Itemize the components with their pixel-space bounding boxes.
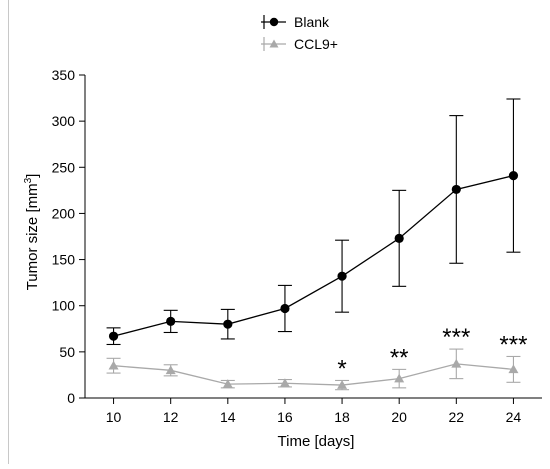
x-ticks: 10 12 14 16 18 20 22 24: [106, 398, 522, 425]
legend-ccl9-label: CCL9+: [294, 36, 338, 52]
x-axis-label: Time [days]: [278, 433, 355, 450]
x-tick-label: 24: [506, 409, 522, 425]
data-point: [337, 380, 348, 389]
data-point: [108, 331, 119, 341]
data-point: [279, 378, 290, 387]
significance-marker: **: [390, 344, 409, 371]
significance-marker: ***: [499, 331, 527, 358]
y-tick-label: 250: [52, 159, 76, 175]
y-ticks: 0 50 100 150 200 250 300 350: [52, 67, 85, 406]
y-tick-label: 350: [52, 67, 76, 83]
legend-item-blank: Blank: [261, 14, 330, 30]
series-ccl9: [106, 348, 521, 391]
data-point: [508, 170, 519, 181]
x-tick-label: 14: [220, 409, 236, 425]
y-tick-label: 200: [52, 205, 76, 221]
x-tick-label: 10: [106, 409, 122, 425]
legend-item-ccl9: CCL9+: [261, 36, 338, 52]
significance-marker: *: [337, 355, 346, 382]
legend-blank-label: Blank: [294, 14, 330, 30]
data-point: [508, 364, 519, 374]
series-line-blank: [113, 174, 514, 337]
y-tick-label: 300: [52, 113, 76, 129]
y-tick-label: 100: [52, 298, 76, 314]
series-blank: [106, 98, 521, 346]
significance-marker: ***: [442, 324, 470, 351]
data-point: [223, 319, 233, 329]
data-point: [394, 233, 404, 243]
data-point: [394, 373, 405, 383]
axes: 0 50 100 150 200 250 300 350 10 12 14 16 18 20 22 24: [52, 67, 542, 425]
x-tick-label: 18: [334, 409, 350, 425]
x-tick-label: 20: [391, 409, 407, 425]
legend-blank-marker: [269, 17, 279, 27]
data-point: [165, 365, 176, 375]
y-axis-label: Tumor size [mm3]: [23, 174, 41, 291]
y-tick-label: 50: [59, 344, 75, 360]
data-point: [222, 379, 233, 388]
data-point: [280, 303, 290, 314]
legend: Blank CCL9+: [261, 14, 338, 52]
data-point: [108, 360, 119, 370]
legend-ccl9-marker: [269, 39, 279, 48]
series-line-ccl9: [113, 363, 514, 386]
significance-annotations: * ***** ***: [337, 324, 527, 382]
data-point: [337, 271, 347, 281]
y-tick-label: 0: [67, 390, 75, 406]
series-layer: [106, 98, 521, 391]
x-tick-label: 22: [449, 409, 465, 425]
data-point: [451, 184, 461, 195]
data-point: [166, 316, 176, 327]
x-tick-label: 12: [163, 409, 179, 425]
data-point: [451, 358, 462, 368]
x-tick-label: 16: [277, 409, 293, 425]
y-tick-label: 150: [52, 252, 76, 268]
